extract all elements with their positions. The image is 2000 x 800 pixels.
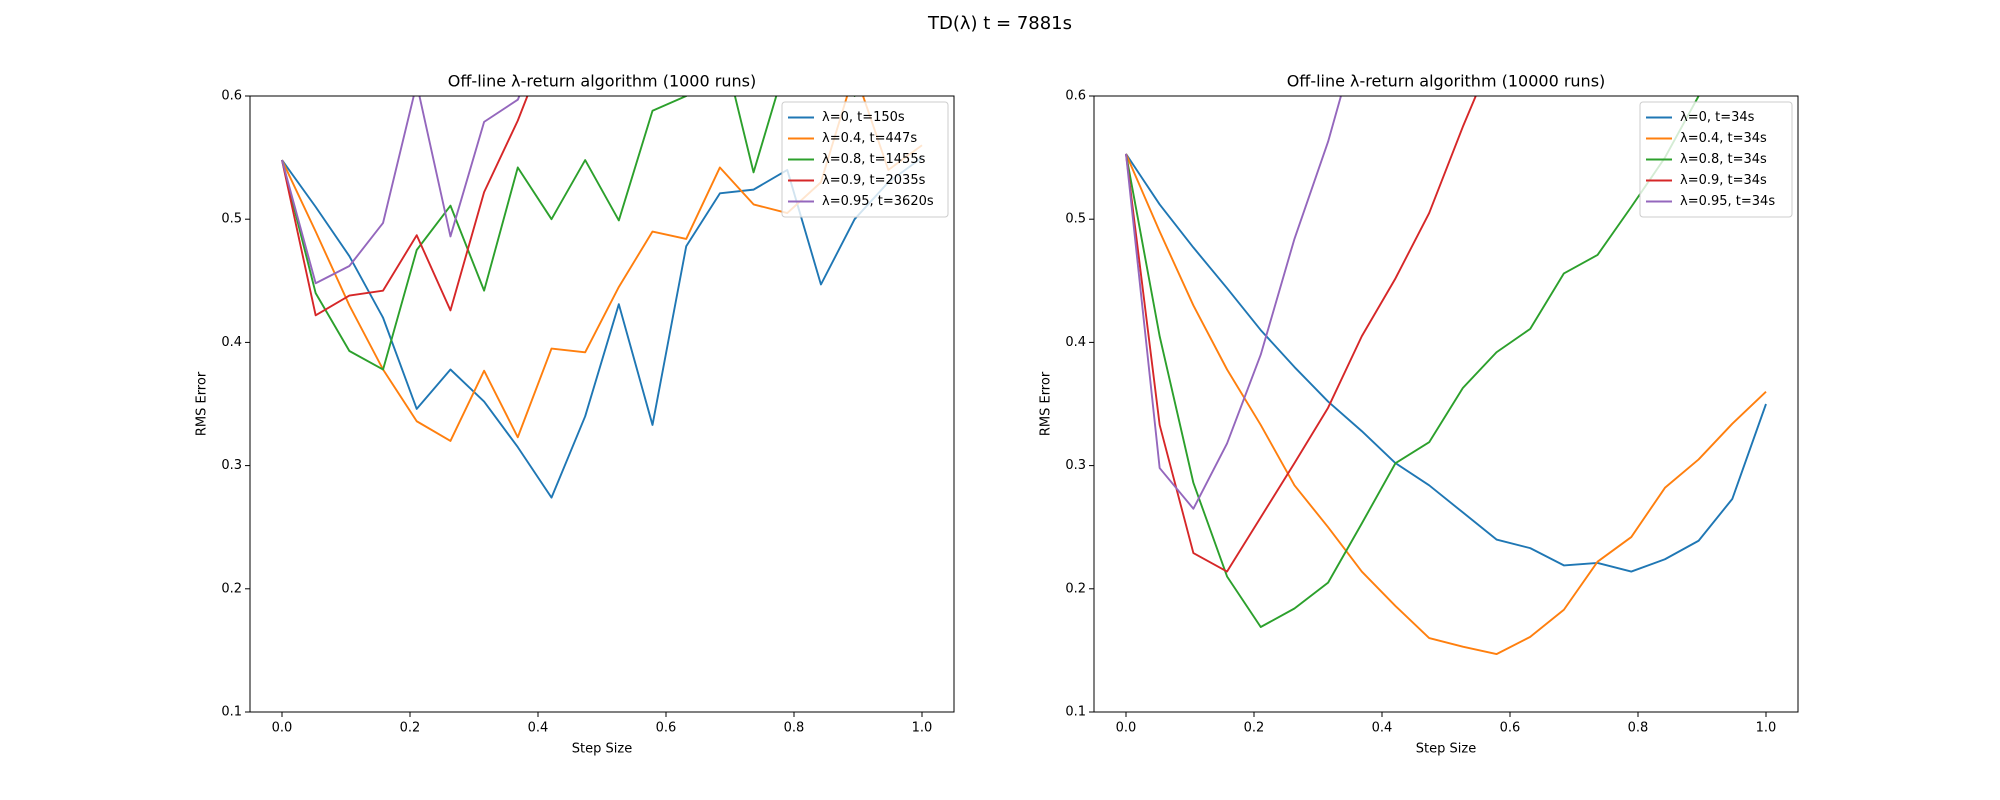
- x-tick-label: 0.4: [1372, 721, 1393, 736]
- x-axis-label: Step Size: [572, 742, 632, 757]
- legend-label: λ=0.95, t=3620s: [822, 194, 934, 209]
- y-tick-label: 0.2: [1065, 581, 1086, 596]
- y-tick-label: 0.1: [1065, 705, 1086, 720]
- series-line: [1125, 96, 1700, 628]
- legend: λ=0, t=34s λ=0.4, t=34s λ=0.8, t=34s λ=0.9,…: [1639, 101, 1793, 218]
- y-tick-label: 0.3: [221, 458, 242, 473]
- y-tick-label: 0.5: [1065, 212, 1086, 227]
- legend-label: λ=0, t=150s: [822, 110, 905, 125]
- y-tick-label: 0.2: [221, 581, 242, 596]
- y-tick-label: 0.4: [221, 335, 242, 350]
- y-axis-label: RMS Error: [1039, 371, 1054, 436]
- y-tick-label: 0.5: [221, 212, 242, 227]
- x-tick-label: 0.2: [400, 721, 421, 736]
- legend-label: λ=0.4, t=447s: [822, 131, 917, 146]
- series-line: [1125, 96, 1477, 573]
- subplot-title: Off-line λ-return algorithm (10000 runs): [1287, 72, 1606, 91]
- x-tick-label: 0.2: [1244, 721, 1265, 736]
- y-tick-label: 0.3: [1065, 458, 1086, 473]
- x-tick-label: 0.8: [1628, 721, 1649, 736]
- legend-label: λ=0.95, t=34s: [1680, 194, 1775, 209]
- axes-frame: [249, 95, 955, 713]
- x-tick-label: 0.0: [272, 721, 293, 736]
- y-axis-label: RMS Error: [195, 371, 210, 436]
- x-tick-label: 0.6: [656, 721, 677, 736]
- legend-label: λ=0.8, t=1455s: [822, 152, 926, 167]
- subplot: 0.0 0.2 0.4 0.6 0.8 1.0 0.1 0.2 0.3 0.4 0.5 0.6 Off-…: [195, 72, 955, 757]
- series-line: [281, 96, 521, 285]
- legend-label: λ=0.8, t=34s: [1680, 152, 1767, 167]
- series-line: [1125, 96, 1342, 510]
- series-line: [1125, 153, 1767, 656]
- series-line: [281, 96, 529, 317]
- legend-box: [781, 101, 949, 218]
- plot-area: [1125, 96, 1767, 656]
- series-line: [1125, 153, 1767, 573]
- axes-frame: [1093, 95, 1799, 713]
- x-tick-label: 0.8: [784, 721, 805, 736]
- series-line: [281, 156, 923, 499]
- y-tick-label: 0.4: [1065, 335, 1086, 350]
- x-tick-label: 1.0: [912, 721, 933, 736]
- figure-title: TD(λ) t = 7881s: [927, 13, 1072, 34]
- subplot-title: Off-line λ-return algorithm (1000 runs): [448, 72, 756, 91]
- x-tick-label: 0.0: [1116, 721, 1137, 736]
- legend-label: λ=0.9, t=34s: [1680, 173, 1767, 188]
- x-axis-label: Step Size: [1416, 742, 1476, 757]
- subplot: 0.0 0.2 0.4 0.6 0.8 1.0 0.1 0.2 0.3 0.4 0.5 0.6 Off-…: [1039, 72, 1799, 757]
- y-tick-label: 0.6: [1065, 89, 1086, 104]
- legend-label: λ=0.4, t=34s: [1680, 131, 1767, 146]
- legend-box: [1639, 101, 1793, 218]
- legend-label: λ=0.9, t=2035s: [822, 173, 926, 188]
- y-tick-label: 0.6: [221, 89, 242, 104]
- y-tick-label: 0.1: [221, 705, 242, 720]
- legend-label: λ=0, t=34s: [1680, 110, 1755, 125]
- series-line: [281, 96, 857, 371]
- x-tick-label: 1.0: [1756, 721, 1777, 736]
- x-tick-label: 0.6: [1500, 721, 1521, 736]
- x-tick-label: 0.4: [528, 721, 549, 736]
- legend: λ=0, t=150s λ=0.4, t=447s λ=0.8, t=1455s λ=…: [781, 101, 949, 218]
